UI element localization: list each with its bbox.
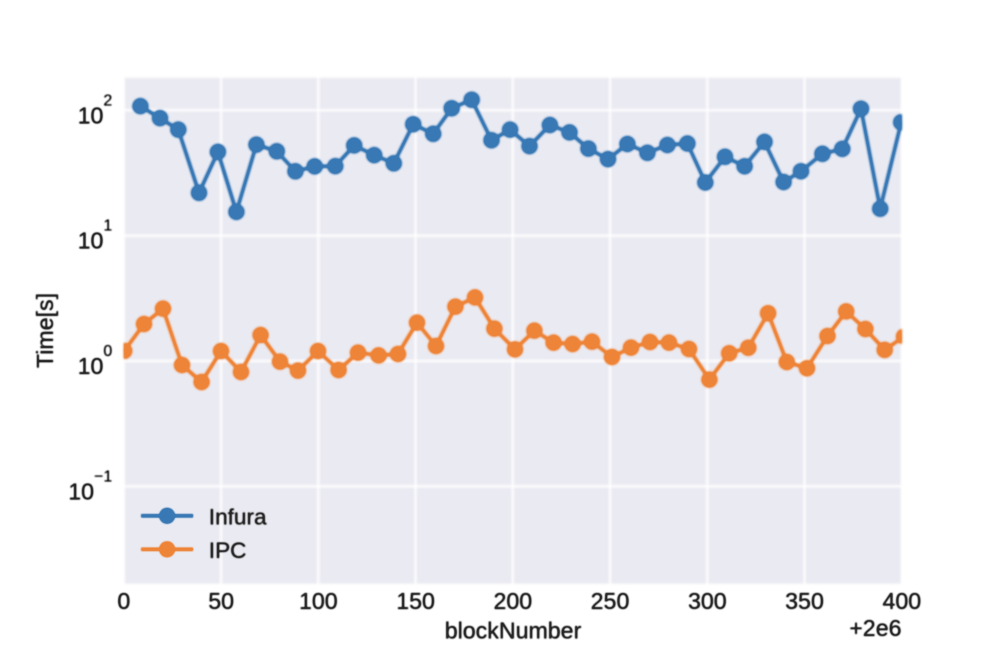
svg-text:Time[s]: Time[s] bbox=[32, 293, 58, 368]
svg-text:IPC: IPC bbox=[209, 538, 247, 563]
svg-text:250: 250 bbox=[591, 588, 630, 614]
svg-text:300: 300 bbox=[688, 588, 727, 614]
svg-text:0: 0 bbox=[117, 588, 130, 614]
svg-text:150: 150 bbox=[396, 588, 435, 614]
svg-text:Infura: Infura bbox=[209, 504, 267, 529]
svg-text:blockNumber: blockNumber bbox=[445, 617, 582, 643]
svg-text:50: 50 bbox=[208, 588, 234, 614]
svg-text:350: 350 bbox=[785, 588, 824, 614]
svg-text:100: 100 bbox=[299, 588, 338, 614]
svg-text:+2e6: +2e6 bbox=[849, 615, 901, 641]
svg-text:200: 200 bbox=[493, 588, 532, 614]
svg-text:400: 400 bbox=[882, 588, 921, 614]
